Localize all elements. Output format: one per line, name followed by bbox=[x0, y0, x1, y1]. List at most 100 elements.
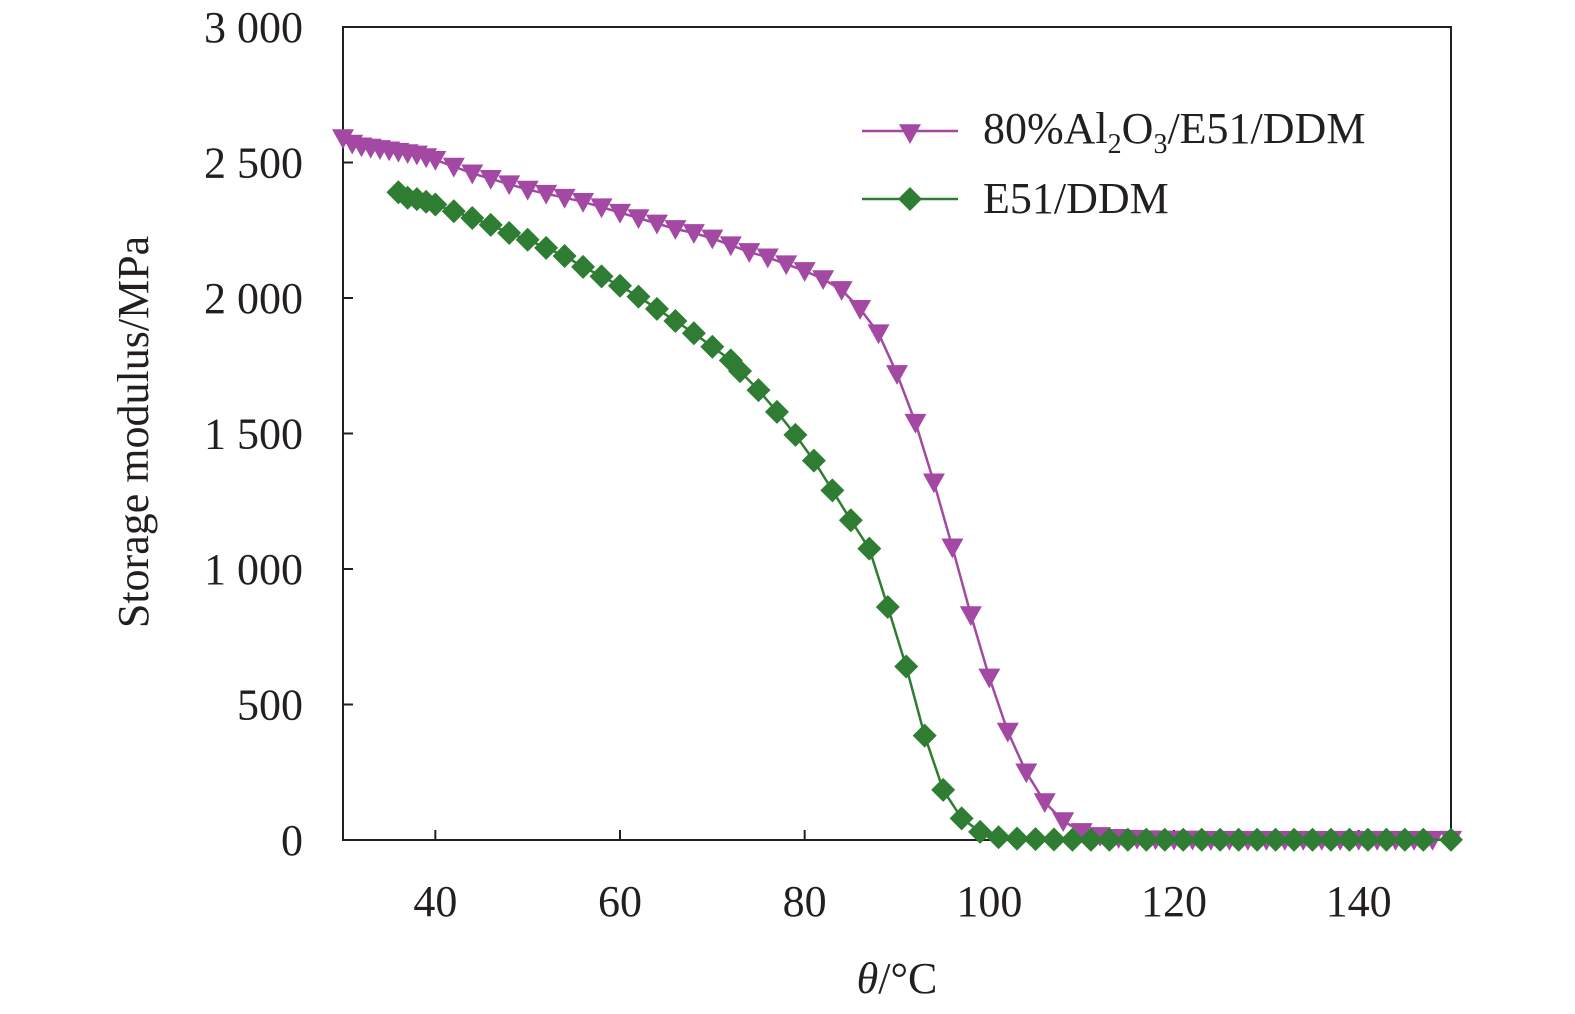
data-point bbox=[931, 777, 956, 802]
data-point bbox=[1015, 763, 1038, 784]
data-point bbox=[1226, 827, 1251, 852]
data-point bbox=[478, 212, 503, 237]
data-point bbox=[571, 254, 596, 279]
data-point bbox=[1023, 827, 1048, 852]
data-point bbox=[552, 243, 577, 268]
legend-entry-series-1: 80%Al2O3/E51/DDM bbox=[862, 104, 1365, 160]
data-point bbox=[663, 309, 688, 334]
data-point bbox=[849, 300, 872, 320]
data-point bbox=[442, 157, 465, 178]
x-axis-title: θ/°C bbox=[857, 954, 938, 1003]
y-tick-label: 3 000 bbox=[204, 3, 303, 52]
legend: 80%Al2O3/E51/DDM E51/DDM bbox=[862, 104, 1365, 223]
data-point bbox=[812, 270, 835, 291]
data-point bbox=[857, 536, 882, 561]
legend-marker-series-2 bbox=[898, 187, 922, 211]
data-point bbox=[534, 235, 559, 260]
data-point bbox=[738, 243, 761, 263]
data-point bbox=[1439, 827, 1463, 852]
data-point bbox=[1355, 827, 1380, 852]
data-point bbox=[423, 192, 448, 217]
x-tick-label: 140 bbox=[1326, 877, 1392, 926]
x-tick-label: 40 bbox=[413, 877, 457, 926]
data-point bbox=[644, 296, 669, 321]
data-point bbox=[332, 129, 354, 150]
y-tick-label: 2 000 bbox=[204, 274, 303, 323]
data-point bbox=[886, 365, 908, 385]
x-axis-var: θ bbox=[857, 954, 879, 1003]
series-layer bbox=[332, 129, 1463, 852]
data-point bbox=[1318, 827, 1343, 852]
data-point bbox=[820, 478, 845, 503]
data-point bbox=[1152, 827, 1177, 852]
data-point bbox=[1097, 827, 1122, 852]
data-point bbox=[1263, 827, 1288, 852]
data-point bbox=[608, 273, 632, 298]
data-point bbox=[1078, 827, 1103, 852]
data-point bbox=[1171, 827, 1196, 852]
data-point bbox=[1189, 827, 1214, 852]
data-point bbox=[912, 723, 937, 748]
data-point bbox=[968, 819, 993, 844]
x-tick-label: 120 bbox=[1141, 877, 1207, 926]
data-point bbox=[441, 199, 466, 224]
data-point bbox=[783, 422, 808, 447]
data-point bbox=[746, 378, 771, 403]
data-point bbox=[894, 654, 919, 679]
data-point bbox=[1041, 827, 1066, 852]
x-tick-label: 60 bbox=[598, 877, 642, 926]
data-point bbox=[626, 284, 651, 309]
data-point bbox=[775, 255, 798, 276]
data-point bbox=[701, 229, 724, 250]
legend-label-series-1: 80%Al2O3/E51/DDM bbox=[983, 104, 1365, 160]
data-point bbox=[1115, 827, 1140, 852]
data-point bbox=[590, 198, 613, 219]
data-point bbox=[904, 413, 927, 434]
data-point bbox=[959, 606, 982, 627]
data-point bbox=[589, 264, 614, 289]
x-tick-label: 100 bbox=[956, 877, 1022, 926]
data-point bbox=[516, 180, 539, 201]
x-tick-label: 80 bbox=[783, 877, 827, 926]
y-tick-label: 2 500 bbox=[204, 139, 303, 188]
x-axis: 40 60 80 100 120 140 bbox=[413, 830, 1392, 926]
data-point bbox=[1208, 827, 1233, 852]
data-point bbox=[572, 192, 595, 213]
data-point bbox=[996, 722, 1019, 743]
data-point bbox=[479, 169, 502, 190]
data-point bbox=[922, 473, 945, 494]
data-point bbox=[764, 399, 789, 424]
series-2 bbox=[386, 180, 1463, 852]
data-point bbox=[1300, 827, 1325, 852]
legend-entry-series-2: E51/DDM bbox=[862, 174, 1169, 223]
data-point bbox=[461, 164, 484, 185]
data-point bbox=[515, 227, 540, 252]
data-point bbox=[728, 359, 753, 384]
data-point bbox=[460, 206, 485, 231]
y-tick-label: 0 bbox=[281, 816, 303, 865]
data-point bbox=[867, 324, 890, 345]
data-point bbox=[756, 248, 779, 269]
data-point bbox=[497, 220, 522, 245]
data-point bbox=[645, 214, 668, 235]
data-point bbox=[1245, 827, 1270, 852]
data-point bbox=[553, 188, 576, 209]
data-point bbox=[949, 806, 974, 831]
data-point bbox=[681, 321, 706, 346]
data-point bbox=[719, 236, 742, 257]
y-tick-label: 500 bbox=[237, 681, 303, 730]
legend-marker-series-1 bbox=[899, 124, 921, 144]
data-point bbox=[793, 262, 816, 282]
data-point bbox=[978, 668, 1001, 689]
data-point bbox=[1411, 827, 1436, 852]
data-point bbox=[1337, 827, 1362, 852]
x-axis-unit: /°C bbox=[878, 954, 937, 1003]
y-tick-label: 1 500 bbox=[204, 410, 303, 459]
data-point bbox=[838, 508, 863, 533]
y-tick-label: 1 000 bbox=[204, 545, 303, 594]
data-point bbox=[1282, 827, 1307, 852]
data-point bbox=[700, 334, 725, 359]
data-point bbox=[424, 150, 447, 171]
data-point bbox=[498, 175, 521, 196]
